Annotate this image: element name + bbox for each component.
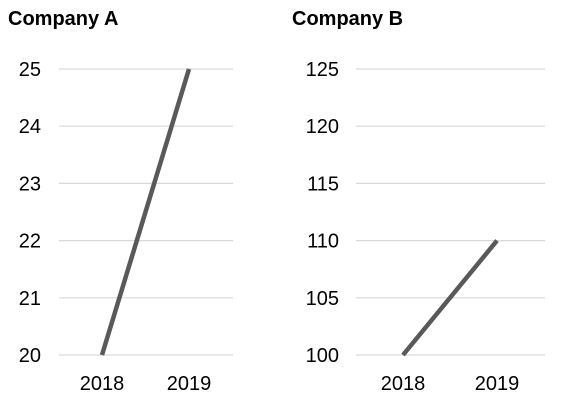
chart-a-y-tick-label: 25 <box>19 59 41 81</box>
chart-b-y-tick-label: 100 <box>306 345 339 367</box>
chart-a-y-tick-label: 23 <box>19 173 41 195</box>
chart-b-y-tick-label: 125 <box>306 59 339 81</box>
chart-b-title: Company B <box>292 8 403 30</box>
chart-b: 100 105 110 115 120 125 2018 2019 <box>306 59 545 395</box>
chart-a-y-tick-label: 21 <box>19 288 41 310</box>
chart-a-title: Company A <box>8 8 118 30</box>
chart-b-x-tick-label: 2019 <box>475 373 520 395</box>
chart-a-y-tick-label: 22 <box>19 231 41 253</box>
chart-a-series-line <box>99 68 192 356</box>
chart-b-y-tick-label: 120 <box>306 116 339 138</box>
chart-a-x-tick-label: 2019 <box>167 373 212 395</box>
chart-b-series-line <box>401 239 499 357</box>
chart-a-y-tick-label: 20 <box>19 345 41 367</box>
chart-b-x-tick-label: 2018 <box>381 373 426 395</box>
chart-a: 20 21 22 23 24 25 2018 2019 <box>19 59 233 395</box>
chart-b-y-tick-label: 105 <box>306 288 339 310</box>
chart-b-y-tick-label: 110 <box>307 231 339 253</box>
chart-a-x-tick-label: 2018 <box>80 373 125 395</box>
chart-b-y-tick-label: 115 <box>307 173 339 195</box>
chart-a-y-tick-label: 24 <box>19 116 41 138</box>
